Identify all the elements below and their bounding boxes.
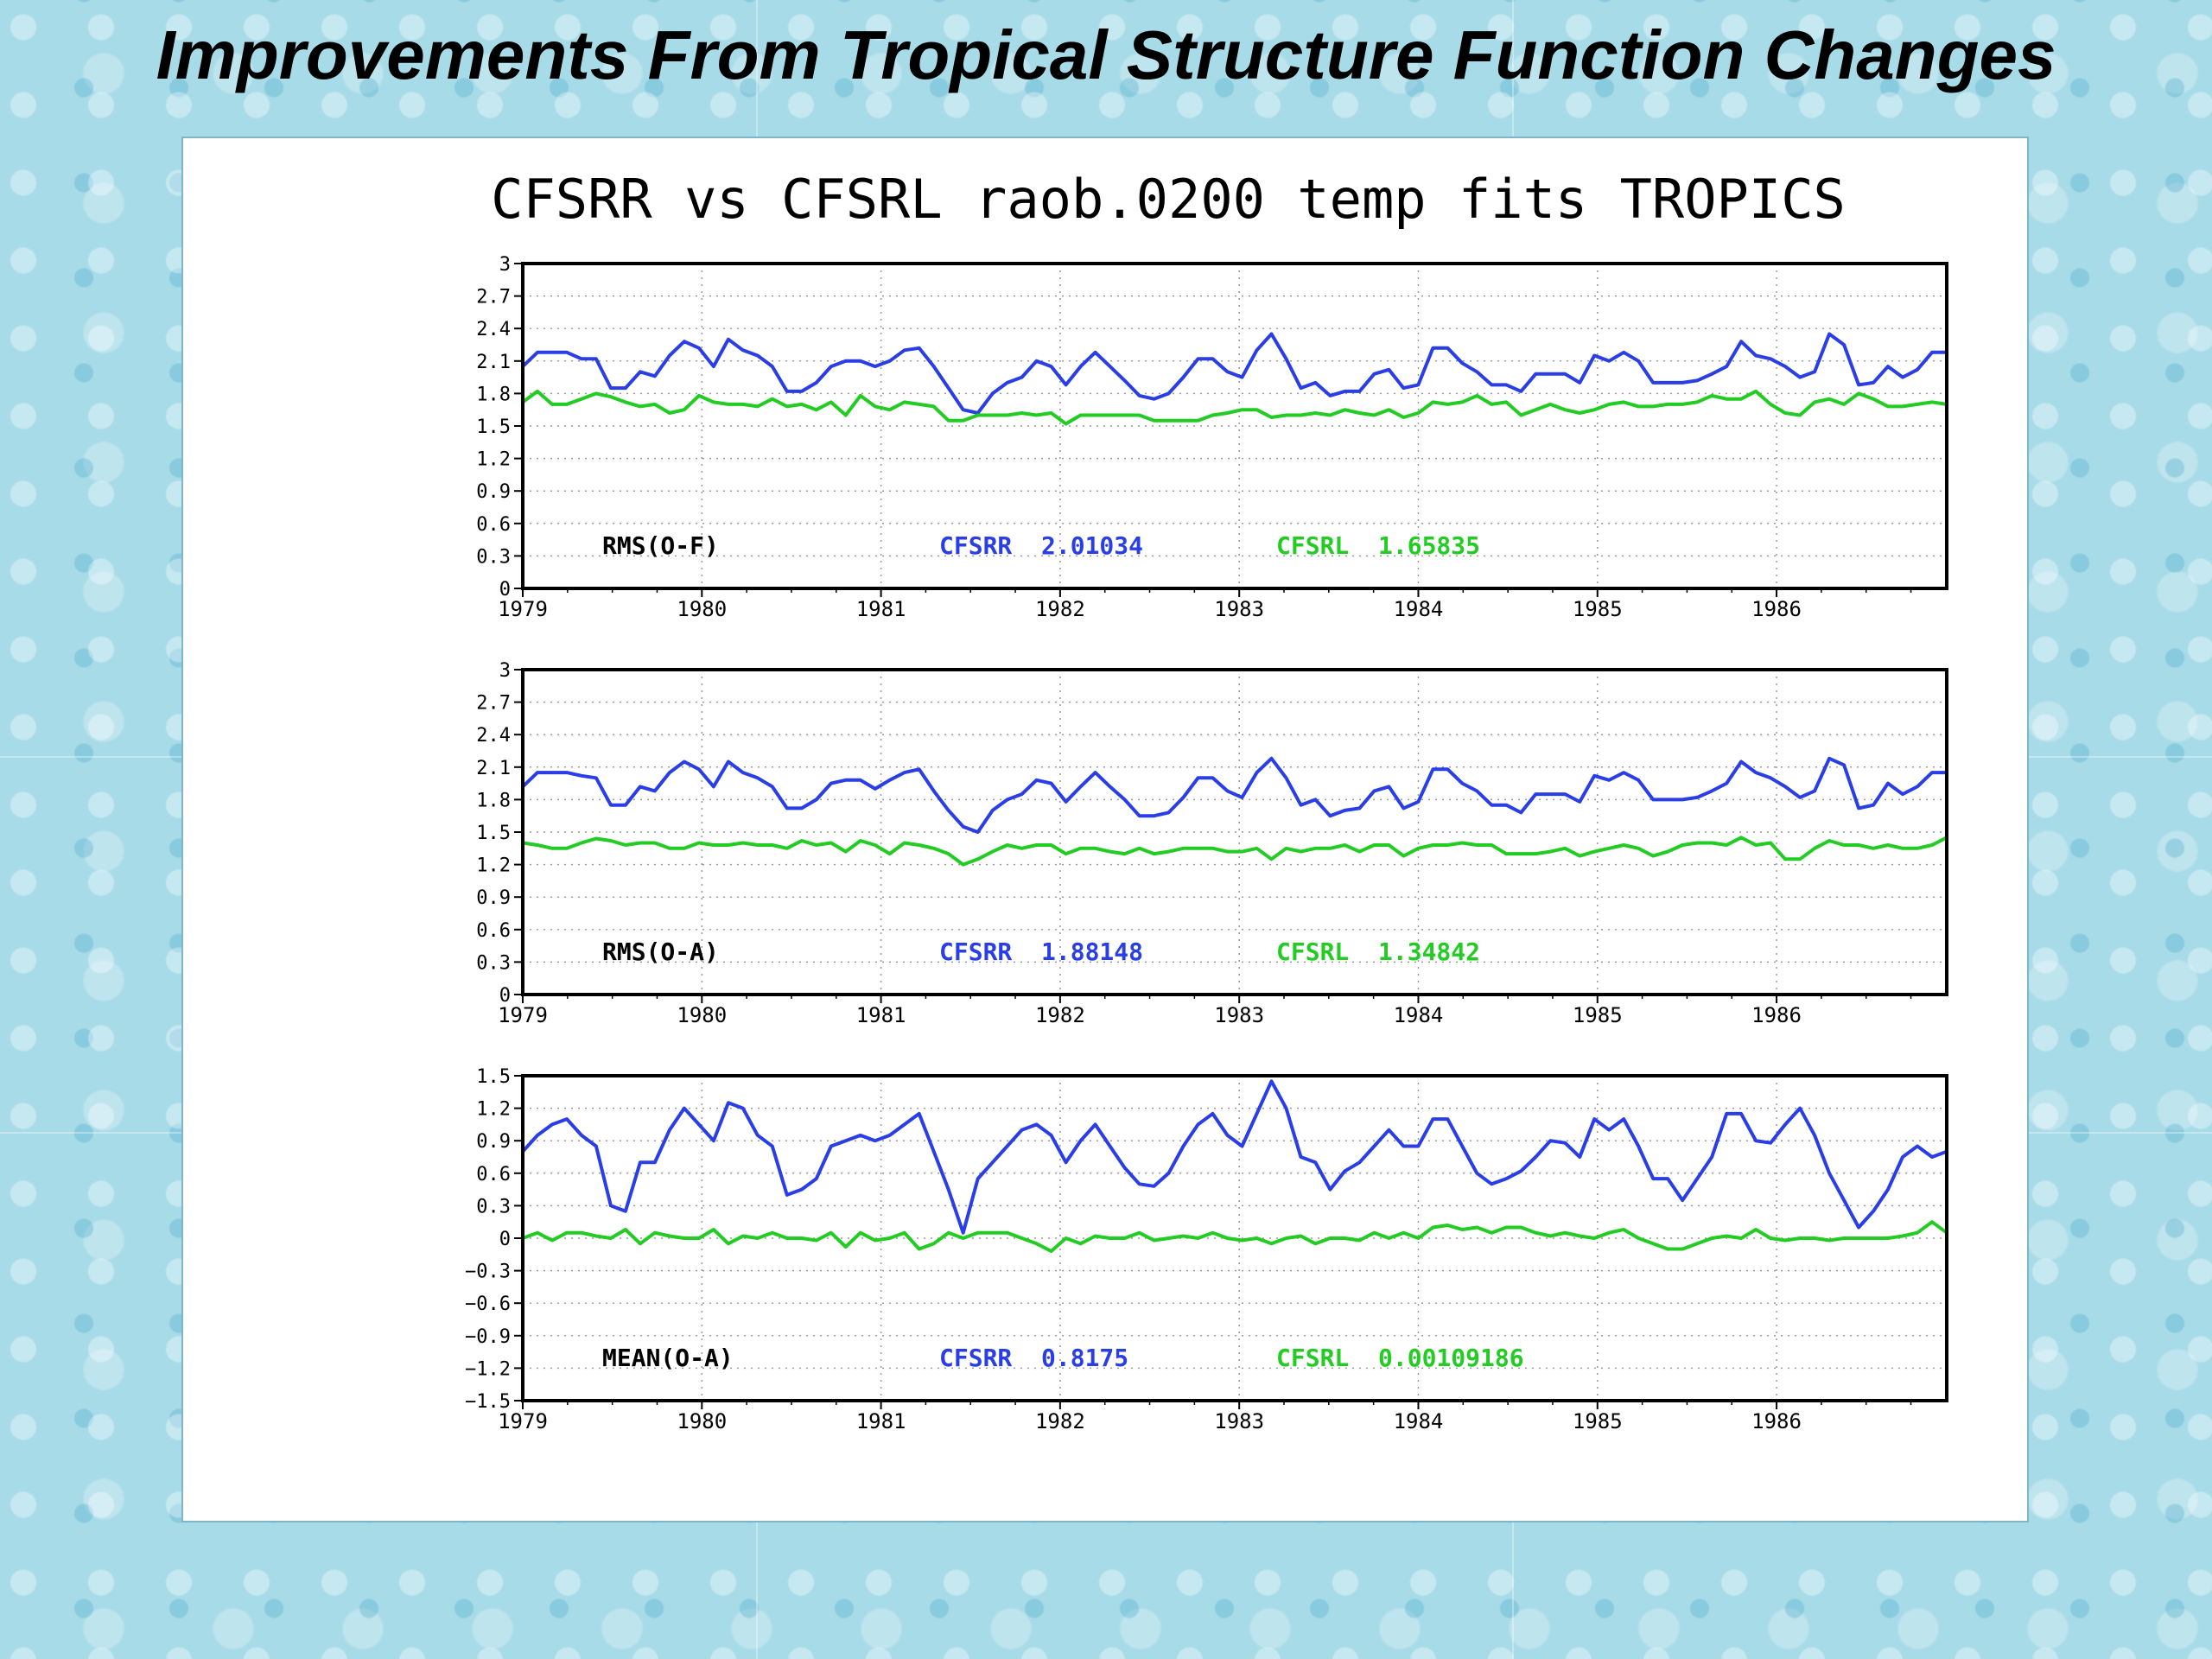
series-line-cfsrr bbox=[521, 756, 1947, 834]
x-tick-label: 1984 bbox=[1394, 1409, 1444, 1433]
y-tick-label: 0 bbox=[499, 985, 511, 1007]
x-tick-label: 1986 bbox=[1751, 597, 1802, 621]
x-tick-label: 1981 bbox=[856, 1003, 906, 1027]
series-name-cfsrl: CFSRL bbox=[1276, 938, 1349, 966]
y-tick-label: 2.1 bbox=[476, 758, 511, 779]
chart-panel: CFSRR vs CFSRL raob.0200 temp fits TROPI… bbox=[181, 137, 2029, 1522]
y-tick-label: 1.8 bbox=[476, 790, 511, 811]
x-tick-label: 1981 bbox=[856, 597, 906, 621]
y-tick-label: 1.2 bbox=[476, 449, 511, 471]
y-tick-label: 2.4 bbox=[476, 319, 511, 340]
series-summary-cfsrr: 1.88148 bbox=[1041, 938, 1143, 966]
chart-3: −1.5 −1.2 −0.9 −0.6 −0.3 0 0.3 0.6 0.9 1.2 1.5 1979… bbox=[465, 1066, 1948, 1433]
y-tick-label: 1.5 bbox=[476, 416, 511, 438]
y-tick-label: 1.5 bbox=[476, 1066, 511, 1088]
y-tick-label: −0.3 bbox=[465, 1262, 511, 1283]
chart-2: 0 0.3 0.6 0.9 1.2 1.5 1.8 2.1 2.4 2.7 3 1979 1980 198… bbox=[476, 660, 1948, 1027]
series-line-cfsrl bbox=[522, 836, 1948, 867]
stat-label: RMS(O-F) bbox=[602, 531, 719, 560]
series-name-cfsrr: CFSRR bbox=[939, 531, 1012, 560]
plot-frame bbox=[521, 262, 1948, 590]
y-tick-label: −1.5 bbox=[465, 1391, 511, 1413]
plots-group: 0 0.3 0.6 0.9 1.2 1.5 1.8 2.1 2.4 2.7 3 1979 1980 198… bbox=[465, 254, 1948, 1433]
y-tick-label: −0.6 bbox=[465, 1294, 511, 1315]
x-tick-label: 1986 bbox=[1751, 1409, 1802, 1433]
chart-title: CFSRR vs CFSRL raob.0200 temp fits TROPI… bbox=[491, 168, 1846, 231]
x-tick-label: 1986 bbox=[1751, 1003, 1802, 1027]
x-tick-label: 1984 bbox=[1394, 1003, 1444, 1027]
series-summary-cfsrl: 0.00109186 bbox=[1378, 1344, 1524, 1372]
x-tick-label: 1980 bbox=[677, 1409, 727, 1433]
y-tick-label: 0.6 bbox=[476, 1164, 511, 1185]
x-tick-label: 1979 bbox=[498, 597, 548, 621]
y-tick-label: 1.8 bbox=[476, 384, 511, 405]
y-tick-label: 0.3 bbox=[476, 1196, 511, 1217]
y-tick-label: 2.1 bbox=[476, 352, 511, 373]
x-tick-label: 1985 bbox=[1573, 1409, 1623, 1433]
x-tick-label: 1982 bbox=[1035, 597, 1085, 621]
series-name-cfsrl: CFSRL bbox=[1276, 1344, 1349, 1372]
y-tick-label: 2.7 bbox=[476, 287, 511, 308]
series-line-cfsrr bbox=[521, 1079, 1948, 1235]
plot-frame bbox=[521, 1074, 1948, 1402]
y-tick-label: 1.2 bbox=[476, 855, 511, 877]
series-name-cfsrr: CFSRR bbox=[939, 1344, 1012, 1372]
stat-label: RMS(O-A) bbox=[602, 938, 719, 966]
x-tick-label: 1983 bbox=[1214, 1409, 1264, 1433]
x-tick-label: 1980 bbox=[677, 1003, 727, 1027]
y-tick-label: 0 bbox=[499, 579, 511, 601]
series-line-cfsrl bbox=[522, 1220, 1948, 1253]
series-name-cfsrl: CFSRL bbox=[1276, 531, 1349, 560]
y-tick-label: 0.6 bbox=[476, 514, 511, 536]
series-summary-cfsrr: 2.01034 bbox=[1041, 531, 1143, 560]
stat-label: MEAN(O-A) bbox=[602, 1344, 734, 1372]
y-tick-label: 2.7 bbox=[476, 693, 511, 715]
y-tick-label: 3 bbox=[499, 254, 511, 276]
chart-1: 0 0.3 0.6 0.9 1.2 1.5 1.8 2.1 2.4 2.7 3 1979 1980 198… bbox=[476, 254, 1948, 621]
x-tick-label: 1983 bbox=[1214, 1003, 1264, 1027]
x-tick-label: 1979 bbox=[498, 1409, 548, 1433]
y-tick-label: 0.9 bbox=[476, 887, 511, 909]
y-tick-label: 1.2 bbox=[476, 1099, 511, 1121]
y-tick-label: 0.3 bbox=[476, 952, 511, 974]
x-tick-label: 1982 bbox=[1035, 1409, 1085, 1433]
x-tick-label: 1985 bbox=[1573, 597, 1623, 621]
y-tick-label: 0.6 bbox=[476, 920, 511, 942]
series-line-cfsrl bbox=[521, 389, 1948, 426]
chart-figure: CFSRR vs CFSRL raob.0200 temp fits TROPI… bbox=[465, 168, 1948, 1433]
y-tick-label: 2.4 bbox=[476, 725, 511, 747]
x-tick-label: 1980 bbox=[677, 597, 727, 621]
y-tick-label: 0.9 bbox=[476, 481, 511, 503]
series-summary-cfsrl: 1.65835 bbox=[1378, 531, 1480, 560]
y-tick-label: 3 bbox=[499, 660, 511, 682]
y-tick-label: 0.3 bbox=[476, 546, 511, 568]
plot-frame bbox=[521, 668, 1948, 996]
y-tick-label: −0.9 bbox=[465, 1326, 511, 1348]
x-tick-label: 1983 bbox=[1214, 597, 1264, 621]
x-tick-label: 1981 bbox=[856, 1409, 906, 1433]
series-name-cfsrr: CFSRR bbox=[939, 938, 1012, 966]
series-summary-cfsrl: 1.34842 bbox=[1378, 938, 1480, 966]
series-summary-cfsrr: 0.8175 bbox=[1041, 1344, 1128, 1372]
x-tick-label: 1985 bbox=[1573, 1003, 1623, 1027]
x-tick-label: 1982 bbox=[1035, 1003, 1085, 1027]
slide-title: Improvements From Tropical Structure Fun… bbox=[156, 16, 2056, 93]
x-tick-label: 1979 bbox=[498, 1003, 548, 1027]
y-tick-label: 0 bbox=[499, 1229, 511, 1250]
series-line-cfsrr bbox=[521, 332, 1947, 415]
y-tick-label: 0.9 bbox=[476, 1131, 511, 1153]
y-tick-label: 1.5 bbox=[476, 823, 511, 844]
y-tick-label: −1.2 bbox=[465, 1358, 511, 1380]
x-tick-label: 1984 bbox=[1394, 597, 1444, 621]
